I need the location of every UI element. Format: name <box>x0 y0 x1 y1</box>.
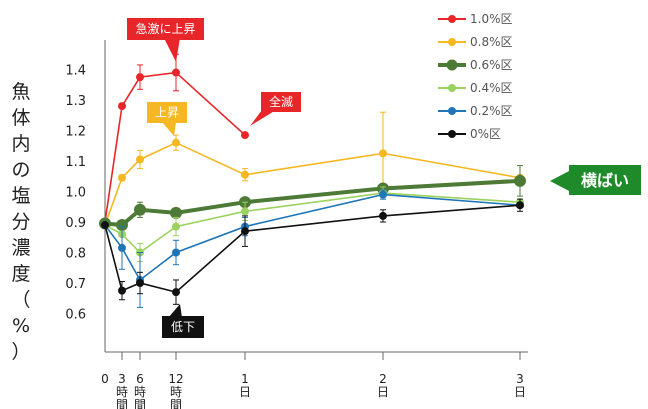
annotation-text: 低下 <box>171 320 195 334</box>
data-point <box>118 173 126 182</box>
x-tick-label: 時 <box>170 385 182 399</box>
series-group <box>99 53 526 308</box>
annotation-box <box>569 165 641 195</box>
annotation-text: 上昇 <box>155 106 179 120</box>
data-point <box>172 138 180 147</box>
data-point <box>172 68 180 77</box>
legend-label: 0.4%区 <box>470 81 513 95</box>
data-point <box>241 131 249 140</box>
data-point <box>516 201 524 210</box>
legend-label: 0%区 <box>470 127 501 141</box>
data-point <box>241 207 249 216</box>
annotation: 全滅 <box>261 92 301 112</box>
x-tick-label: 時 <box>116 385 128 399</box>
annotation-text: 急激に上昇 <box>135 21 195 36</box>
legend-swatch-marker <box>448 130 456 138</box>
data-point <box>172 222 180 231</box>
annotation: 横ばい <box>569 165 641 195</box>
annotation-box <box>127 18 204 40</box>
data-point <box>136 73 144 82</box>
x-tick-label: 1 <box>241 372 249 386</box>
x-tick-label: 12 <box>168 372 183 386</box>
annotation-box <box>162 316 204 338</box>
data-point <box>172 248 180 257</box>
x-tick-label: 6 <box>136 372 144 386</box>
annotation-pointer <box>168 304 182 318</box>
annotation-pointer <box>550 170 571 192</box>
series-5 <box>101 198 524 305</box>
data-point <box>118 102 126 111</box>
series-line <box>104 192 521 254</box>
data-point <box>101 221 109 230</box>
data-point <box>241 170 249 179</box>
x-tick-label: 3 <box>516 372 524 386</box>
series-line <box>104 204 521 294</box>
data-point <box>136 155 144 164</box>
x-tick-label: 間 <box>170 398 182 409</box>
x-tick-label: 間 <box>116 398 128 409</box>
y-tick-label: 0.9 <box>65 216 86 231</box>
y-tick-label: 0.8 <box>65 247 86 262</box>
legend-swatch-marker <box>448 15 456 23</box>
y-tick-label: 1.3 <box>65 94 86 109</box>
x-tick-label: 日 <box>377 385 389 399</box>
y-tick-label: 1.2 <box>65 125 86 140</box>
y-tick-label: 0.6 <box>65 308 86 323</box>
x-tick-label: 2 <box>379 372 387 386</box>
annotation-box <box>147 102 187 123</box>
y-tick-label: 1.0 <box>65 186 86 201</box>
legend-label: 0.8%区 <box>470 35 513 49</box>
data-point <box>172 288 180 297</box>
data-point <box>170 206 182 219</box>
annotation-text: 全滅 <box>269 94 293 109</box>
legend-label: 0.2%区 <box>470 104 513 118</box>
y-tick-label: 1.4 <box>65 64 86 79</box>
data-point <box>514 174 526 187</box>
data-point <box>379 149 387 158</box>
y-tick-label: 1.1 <box>65 155 86 170</box>
annotation: 上昇 <box>147 102 187 123</box>
annotation: 急激に上昇 <box>127 18 204 40</box>
annotation-text: 横ばい <box>581 171 629 190</box>
y-tick-label: 0.7 <box>65 277 86 292</box>
x-tick-label: 間 <box>134 398 146 409</box>
data-point <box>136 279 144 287</box>
legend-label: 1.0%区 <box>470 12 513 26</box>
annotation-box <box>261 92 301 112</box>
annotation-pointer <box>162 122 176 136</box>
y-axis-label: 魚体内の塩分濃度（%） <box>11 81 30 363</box>
x-tick-label: 0 <box>101 372 109 386</box>
annotation-pointer <box>250 110 276 126</box>
y-tick-labels: 0.6 0.7 0.8 0.9 1.0 1.1 1.2 1.3 1.4 <box>65 64 86 323</box>
series-line <box>104 193 521 282</box>
data-point <box>118 286 126 295</box>
data-point <box>134 203 146 216</box>
data-point <box>116 219 128 232</box>
axes <box>104 40 528 360</box>
x-tick-label: 日 <box>239 385 251 399</box>
legend-swatch-marker <box>448 107 456 115</box>
legend-swatch-marker <box>448 84 456 92</box>
annotation-pointer <box>164 38 180 62</box>
series-line <box>104 71 246 223</box>
legend: 1.0%区 0.8%区 0.6%区 0.4%区 0.2%区 0%区 <box>438 12 513 141</box>
data-point <box>118 243 126 252</box>
annotation: 低下 <box>162 316 204 338</box>
x-tick-label: 日 <box>514 385 526 399</box>
data-point <box>379 190 387 199</box>
x-tick-label: 時 <box>134 385 146 399</box>
data-point <box>379 211 387 220</box>
legend-swatch-marker <box>446 59 458 71</box>
legend-swatch-marker <box>448 38 456 46</box>
x-tick-label: 3 <box>118 372 126 386</box>
data-point <box>241 227 249 236</box>
legend-label: 0.6%区 <box>470 58 513 72</box>
